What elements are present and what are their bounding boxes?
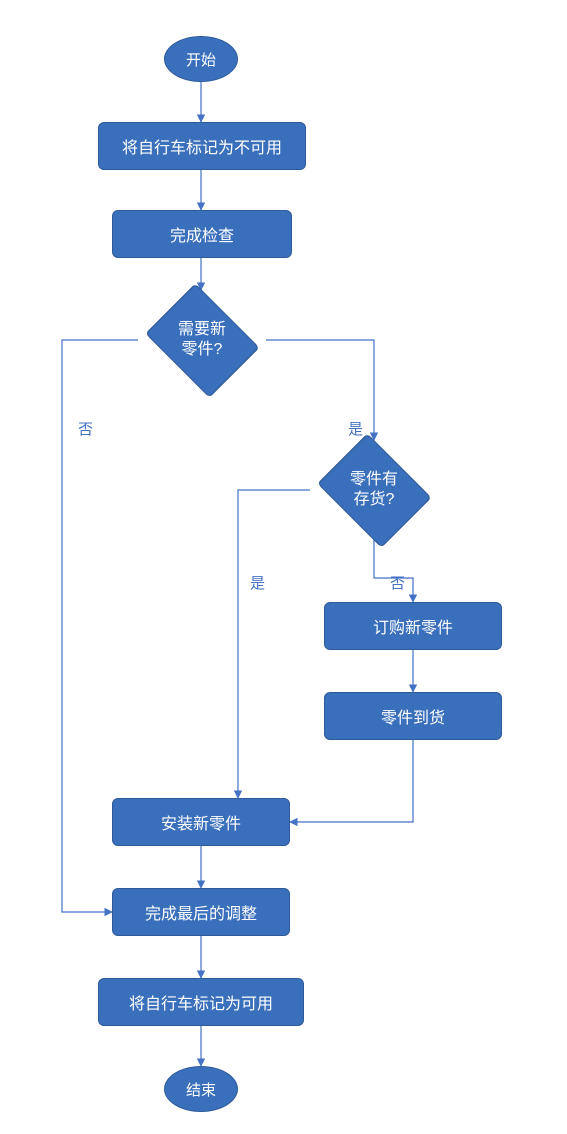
process-install: 安装新零件 xyxy=(112,798,290,846)
decision-need_part: 需要新 零件? xyxy=(138,290,266,390)
process-inspect: 完成检查 xyxy=(112,210,292,258)
edge-label-need_part-adjust: 否 xyxy=(78,418,93,439)
process-order: 订购新零件 xyxy=(324,602,502,650)
process-mark_unavail: 将自行车标记为不可用 xyxy=(98,122,306,170)
decision-label: 需要新 零件? xyxy=(138,290,266,390)
process-arrive: 零件到货 xyxy=(324,692,502,740)
decision-in_stock: 零件有 存货? xyxy=(310,440,438,540)
edge-label-in_stock-install: 是 xyxy=(250,572,265,593)
process-adjust: 完成最后的调整 xyxy=(112,888,290,936)
edge-label-need_part-in_stock: 是 xyxy=(348,418,363,439)
terminator-end: 结束 xyxy=(164,1066,238,1112)
decision-label: 零件有 存货? xyxy=(310,440,438,540)
process-mark_avail: 将自行车标记为可用 xyxy=(98,978,304,1026)
terminator-start: 开始 xyxy=(164,36,238,82)
flowchart-edges xyxy=(0,0,567,1134)
edge-label-in_stock-order: 否 xyxy=(390,572,405,593)
edge-in_stock-to-install xyxy=(238,490,310,798)
edge-arrive-to-install xyxy=(290,740,413,822)
